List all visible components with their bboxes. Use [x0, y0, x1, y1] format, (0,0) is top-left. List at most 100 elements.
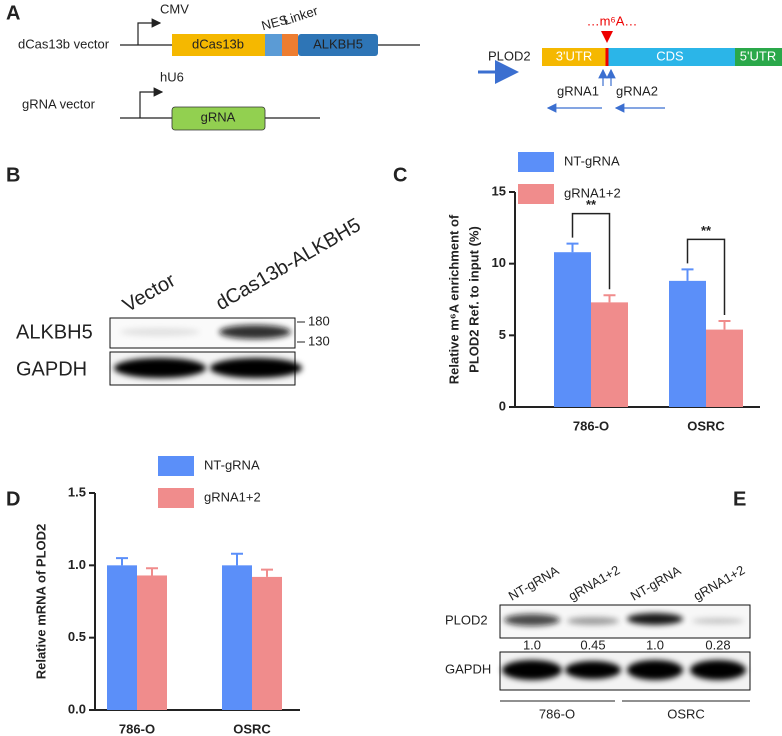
cds-box: [607, 48, 735, 66]
legend-label: gRNA1+2: [564, 185, 621, 200]
blot-band: [690, 660, 746, 680]
panel-label: C: [393, 164, 407, 186]
bar: [669, 280, 706, 407]
blot-band: [114, 358, 206, 378]
panel-label: B: [6, 164, 20, 186]
blot-band: [627, 613, 683, 625]
promoter-label: CMV: [160, 1, 189, 16]
lane-label: gRNA1+2: [566, 562, 623, 603]
grna-label: gRNA1: [557, 83, 599, 98]
gene-box: [172, 34, 265, 56]
y-tick-label: 1.5: [68, 484, 86, 499]
x-tick-label: OSRC: [233, 721, 271, 736]
blot-band: [627, 660, 683, 680]
y-tick-label: 5: [499, 327, 506, 342]
panel-b: B Vector dCas13b-ALKBH5 ALKBH5 GAPDH 180…: [6, 164, 365, 386]
x-tick-label: OSRC: [687, 418, 725, 433]
lane-label: dCas13b-ALKBH5: [212, 214, 365, 315]
group-label: 786-O: [539, 706, 575, 721]
marker-label: 130: [308, 333, 330, 348]
gene-label: dCas13b: [192, 36, 244, 51]
lane-label: NT-gRNA: [628, 563, 684, 604]
bar: [706, 329, 743, 407]
row-label: ALKBH5: [16, 321, 93, 343]
utr-box: [735, 48, 782, 66]
construct-label: dCas13b vector: [18, 36, 110, 51]
error-bar: [116, 557, 128, 566]
y-tick-label: 10: [492, 255, 506, 270]
nes-label: NES: [260, 12, 290, 33]
gene-label: gRNA: [201, 109, 236, 124]
construct-label: gRNA vector: [22, 96, 96, 111]
lane-label: NT-gRNA: [506, 563, 562, 604]
lane-label: Vector: [119, 269, 179, 317]
panel-a: A dCas13b vector CMV dCas13b ALKBH5 NES …: [6, 1, 782, 131]
error-bar: [231, 552, 243, 566]
significance-bracket: [571, 212, 611, 290]
panel-e: E NT-gRNA gRNA1+2 NT-gRNA gRNA1+2 PLOD2 …: [445, 488, 751, 721]
marker-label: 180: [308, 313, 330, 328]
promoter-label: hU6: [160, 69, 184, 84]
error-bar: [261, 568, 273, 577]
panel-label: E: [733, 488, 746, 510]
utr-box: [542, 48, 607, 66]
row-label: PLOD2: [445, 612, 488, 627]
region-label: 3'UTR: [556, 48, 592, 63]
m6a-label: …m⁶A…: [587, 13, 638, 28]
row-label: GAPDH: [445, 661, 491, 676]
x-tick-label: 786-O: [119, 721, 155, 736]
blot-band: [120, 328, 200, 336]
bar: [107, 565, 137, 710]
y-tick-label: 0.5: [68, 629, 86, 644]
y-tick-label: 0: [499, 398, 506, 413]
region-label: CDS: [656, 48, 684, 63]
bar: [554, 252, 591, 407]
blot-band: [502, 660, 562, 680]
gene-box: [171, 106, 266, 131]
blot-band: [565, 661, 621, 679]
lane-label: gRNA1+2: [691, 562, 748, 603]
gene-name: PLOD2: [488, 48, 531, 63]
quant-label: 0.28: [705, 637, 730, 652]
bar: [591, 302, 628, 407]
legend-label: gRNA1+2: [204, 489, 261, 504]
panel-label: A: [6, 2, 20, 24]
y-axis-label: Relative mRNA of PLOD2: [33, 524, 48, 680]
quant-label: 0.45: [580, 637, 605, 652]
linker-label: Linker: [281, 3, 320, 28]
promoter-arrow: [137, 18, 162, 45]
error-bar: [566, 242, 579, 253]
legend-swatch: [158, 456, 194, 476]
group-label: OSRC: [667, 706, 705, 721]
blot-band: [504, 614, 560, 626]
legend-label: NT-gRNA: [204, 457, 260, 472]
gene-box: [298, 34, 378, 56]
error-bar: [718, 320, 731, 330]
significance-label: **: [586, 197, 597, 212]
error-bar: [603, 294, 616, 303]
linker-box: [282, 34, 298, 56]
bar: [222, 565, 252, 710]
row-label: GAPDH: [16, 358, 87, 380]
significance-bracket: [686, 238, 726, 315]
panel-label: D: [6, 488, 20, 510]
bar: [252, 576, 282, 710]
quant-label: 1.0: [523, 637, 541, 652]
legend-swatch: [518, 152, 554, 172]
blot-band: [210, 358, 302, 378]
m6a-marker: [601, 31, 613, 43]
legend-label: NT-gRNA: [564, 153, 620, 168]
promoter-arrow: [139, 87, 164, 118]
y-tick-label: 0.0: [68, 701, 86, 716]
bar: [137, 575, 167, 710]
error-bar: [146, 567, 158, 576]
y-tick-label: 15: [492, 183, 506, 198]
quant-label: 1.0: [646, 637, 664, 652]
nes-box: [265, 34, 282, 56]
legend-swatch: [518, 184, 554, 204]
region-label: 5'UTR: [740, 48, 776, 63]
error-bar: [681, 268, 694, 281]
blot-band: [567, 617, 619, 625]
blot-band: [692, 618, 744, 624]
